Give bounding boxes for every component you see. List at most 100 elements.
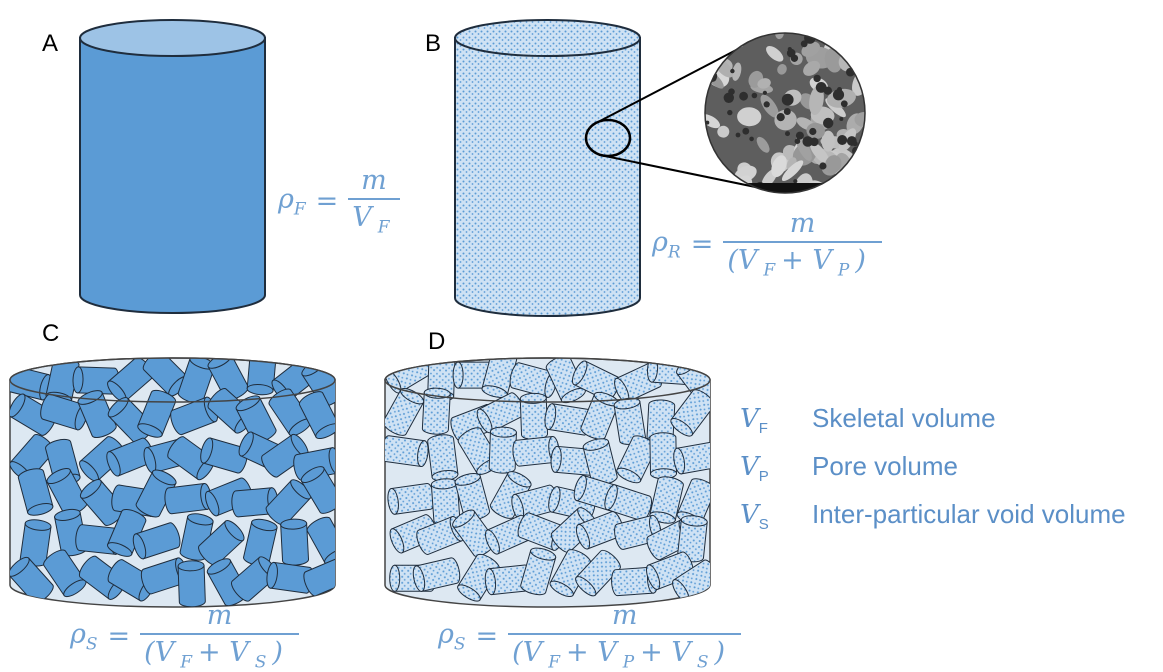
lhs-symbol: ρ [278,184,294,215]
sem-grain [694,157,716,176]
denominator-term: (VF [144,637,192,668]
equals: = [108,621,131,652]
term-text: + V [781,245,832,276]
particle-body [489,432,516,474]
sem-pore [736,36,744,44]
panel-label: C [42,320,59,348]
sem-pore [852,39,858,45]
term-text: ) [855,245,866,276]
legend-symbol: VP [740,452,812,485]
sem-pore [801,40,808,47]
denominator-term: ) [855,245,872,276]
cylinder-a [80,20,265,313]
sem-pore [813,75,820,82]
formula: ρS=m(VF+ VS) [70,600,299,672]
numerator: m [203,600,237,633]
term-text: (V [144,637,174,668]
symbol-subscript: P [759,468,769,485]
sem-pore [841,100,848,107]
term-text: ) [715,637,726,668]
sem-pore [837,87,842,92]
sem-pore [839,117,843,121]
sem-pore [796,132,804,140]
lhs-subscript: S [86,634,98,654]
denominator-term: ) [715,637,732,668]
term-subscript: F [378,217,390,237]
particle [164,483,213,514]
sem-pore [701,35,711,45]
sem-pore [803,136,814,147]
formula-lhs: ρF [278,184,306,219]
fraction: m VF [348,165,399,237]
sem-pore [787,49,796,58]
illustration [0,0,1163,672]
term-subscript: S [255,652,267,672]
particle [520,393,548,440]
sem-grain [846,38,869,50]
sem-pore [860,64,864,68]
legend-label: Inter-particular void volume [812,499,1126,530]
numerator: m [357,165,391,198]
sem-pore [736,133,741,138]
sem-pore [809,128,816,135]
particle-top [334,556,353,584]
sem-pore [735,36,740,41]
sem-pore [703,35,712,44]
numerator: m [786,208,820,241]
figure: AρF=mVFBρR=m(VF+ VP)CρS=m(VF+ VS)DρS=m(V… [0,0,1163,672]
term-text: + V [198,637,249,668]
sem-inset [694,23,875,204]
panel-label: A [42,30,58,58]
lhs-symbol: ρ [70,619,86,650]
sem-pore [837,135,847,145]
term-subscript: P [838,260,849,280]
sem-pore [716,47,720,51]
legend-symbol: VF [740,404,812,437]
sem-grain [722,32,738,52]
term-subscript: F [180,652,192,672]
particle-top [390,565,400,591]
particle-body [520,398,547,440]
term-subscript: P [623,652,634,672]
sem-pore [836,34,847,45]
denominator: (VF+ VS) [140,633,299,672]
equals: = [691,229,714,260]
legend-row: VFSkeletal volume [740,403,996,437]
sem-pore [784,108,791,115]
formula: ρS=m(VF+ VP+ VS) [438,600,741,672]
formula-lhs: ρS [438,619,466,654]
sem-pore [730,69,734,73]
legend-label: Skeletal volume [812,403,996,434]
lhs-subscript: F [294,199,306,219]
term-text: (V [512,637,542,668]
sem-pore [714,45,724,55]
formula-lhs: ρS [70,619,98,654]
lhs-subscript: R [668,242,681,262]
particle [427,433,458,482]
equals: = [316,186,339,217]
term-text: ) [272,637,283,668]
sem-pore [819,162,826,169]
sem-pore [763,91,767,95]
particle-body [422,393,450,435]
particle-body [650,432,677,473]
term-text: (V [727,245,757,276]
sem-pore [816,82,827,93]
sem-grain [853,27,875,51]
denominator-term: ) [272,637,289,668]
particle [247,348,277,396]
particle-body [281,523,309,565]
denominator: (VF+ VP+ VS) [508,633,741,672]
sem-pore [831,181,842,192]
sem-pore [823,118,833,128]
sem-pore [782,94,794,106]
term-subscript: F [763,260,775,280]
legend-symbol: VS [740,500,812,533]
sem-pore [752,93,758,99]
